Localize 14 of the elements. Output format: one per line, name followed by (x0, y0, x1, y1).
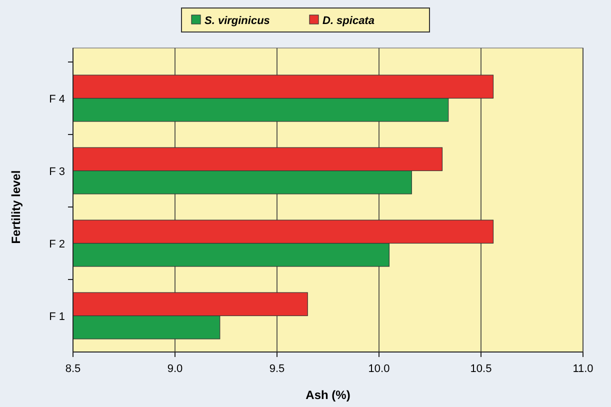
x-tick-label: 10.5 (470, 363, 492, 375)
y-tick-label: F 4 (49, 93, 65, 106)
x-tick-label: 9.0 (167, 363, 183, 375)
legend-label: S. virginicus (204, 15, 270, 27)
legend-label: D. spicata (322, 15, 374, 27)
y-tick-label: F 1 (49, 310, 65, 323)
y-tick-label: F 2 (49, 238, 65, 250)
x-tick-label: 8.5 (65, 363, 81, 375)
x-axis-title: Ash (%) (306, 388, 350, 402)
y-axis-title: Fertility level (9, 170, 23, 244)
y-tick-label: F 3 (49, 166, 65, 178)
x-tick-label: 9.5 (269, 363, 285, 375)
x-tick-label: 11.0 (572, 363, 594, 375)
x-tick-label: 10.0 (368, 363, 390, 375)
